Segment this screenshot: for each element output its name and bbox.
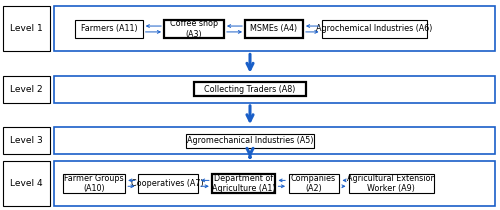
- Bar: [212, 174, 275, 193]
- Text: Cooperatives (A7): Cooperatives (A7): [131, 179, 204, 188]
- Text: Agromechanical Industries (A5): Agromechanical Industries (A5): [187, 136, 313, 145]
- Text: Level 2: Level 2: [10, 85, 42, 94]
- Bar: [138, 174, 198, 193]
- Text: Department of
Agriculture (A1): Department of Agriculture (A1): [212, 174, 275, 193]
- Bar: [75, 20, 143, 38]
- Bar: [2, 76, 50, 103]
- Bar: [63, 174, 125, 193]
- Bar: [54, 76, 495, 103]
- Bar: [194, 82, 306, 96]
- Text: Agricultural Extension
Worker (A9): Agricultural Extension Worker (A9): [347, 174, 435, 193]
- Bar: [322, 20, 426, 38]
- Bar: [186, 134, 314, 147]
- Text: Coffee shop
(A3): Coffee shop (A3): [170, 19, 218, 39]
- Bar: [54, 6, 495, 51]
- Text: Collecting Traders (A8): Collecting Traders (A8): [204, 85, 296, 94]
- Text: Companies
(A2): Companies (A2): [291, 174, 336, 193]
- Text: Level 1: Level 1: [10, 24, 42, 33]
- Bar: [2, 161, 50, 206]
- Text: MSMEs (A4): MSMEs (A4): [250, 25, 298, 33]
- Bar: [288, 174, 339, 193]
- Text: Farmers (A11): Farmers (A11): [80, 25, 138, 33]
- Text: Agrochemical Industries (A6): Agrochemical Industries (A6): [316, 25, 432, 33]
- Bar: [54, 127, 495, 154]
- Text: Level 4: Level 4: [10, 179, 42, 188]
- Bar: [2, 127, 50, 154]
- Bar: [246, 20, 303, 38]
- Text: Level 3: Level 3: [10, 136, 42, 145]
- Bar: [54, 161, 495, 206]
- Bar: [348, 174, 434, 193]
- Bar: [164, 20, 224, 38]
- Text: Farmer Groups
(A10): Farmer Groups (A10): [64, 174, 124, 193]
- Bar: [2, 6, 50, 51]
